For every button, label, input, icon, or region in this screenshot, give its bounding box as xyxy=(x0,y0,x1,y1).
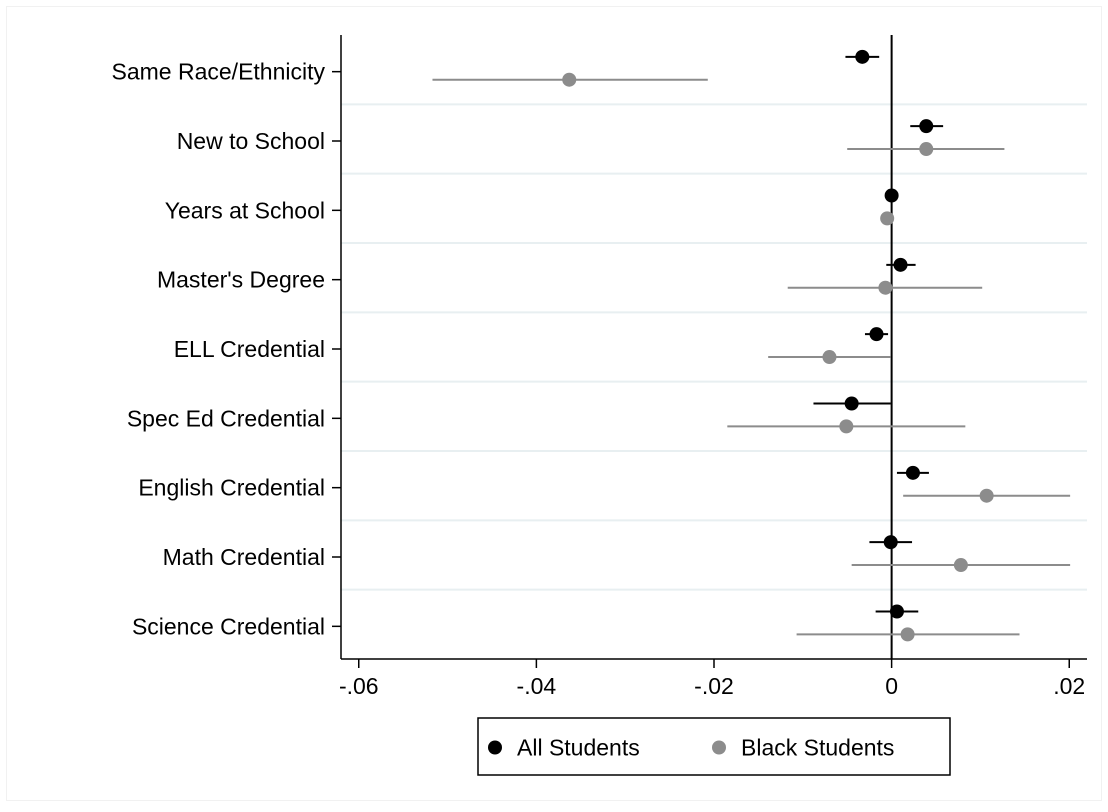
legend: All Students Black Students xyxy=(477,717,951,776)
x-tick-label: 0 xyxy=(885,673,898,699)
point-estimate xyxy=(883,535,898,550)
legend-label: Black Students xyxy=(741,735,894,761)
category-bands xyxy=(341,35,1087,659)
outer-border xyxy=(6,6,1102,801)
point-estimate xyxy=(884,188,899,203)
point-estimate xyxy=(919,119,934,134)
y-tick-label: Same Race/Ethnicity xyxy=(112,59,326,85)
y-tick-label: Years at School xyxy=(165,197,325,223)
point-estimate xyxy=(562,72,577,87)
legend-box xyxy=(477,717,951,776)
point-estimate xyxy=(900,627,915,642)
y-tick-label: Science Credential xyxy=(132,613,325,639)
y-tick-label: New to School xyxy=(177,128,325,154)
category-band xyxy=(341,520,1087,590)
x-tick-label: .02 xyxy=(1053,673,1085,699)
point-estimate xyxy=(919,142,934,157)
legend-marker xyxy=(488,740,502,755)
axes: Same Race/Ethnicity New to School Years at… xyxy=(112,35,1087,699)
category-band xyxy=(341,589,1087,659)
y-tick-label: Master's Degree xyxy=(157,267,325,293)
y-tick-label: Spec Ed Credential xyxy=(127,405,325,431)
point-estimate xyxy=(844,396,859,411)
x-tick-label: -.06 xyxy=(339,673,379,699)
plot-marks xyxy=(432,35,1071,659)
x-tick-label: -.02 xyxy=(694,673,734,699)
y-tick-label: Math Credential xyxy=(163,544,325,570)
legend-label: All Students xyxy=(517,735,640,761)
point-estimate xyxy=(893,257,908,272)
category-band xyxy=(341,104,1087,174)
point-estimate xyxy=(822,350,837,365)
legend-marker xyxy=(712,740,726,755)
category-band xyxy=(341,173,1087,243)
point-estimate xyxy=(855,49,870,64)
category-band xyxy=(341,451,1087,521)
point-estimate xyxy=(869,327,884,342)
y-tick-label: ELL Credential xyxy=(174,336,325,362)
point-estimate xyxy=(905,465,920,480)
point-estimate xyxy=(953,558,968,573)
point-estimate xyxy=(889,604,904,619)
x-tick-label: -.04 xyxy=(517,673,557,699)
category-band xyxy=(341,381,1087,451)
category-band xyxy=(341,312,1087,382)
point-estimate xyxy=(839,419,854,434)
category-band xyxy=(341,35,1087,105)
point-estimate xyxy=(878,280,893,295)
point-estimate xyxy=(880,211,895,226)
category-band xyxy=(341,243,1087,313)
y-tick-label: English Credential xyxy=(138,475,325,501)
point-estimate xyxy=(979,488,994,503)
